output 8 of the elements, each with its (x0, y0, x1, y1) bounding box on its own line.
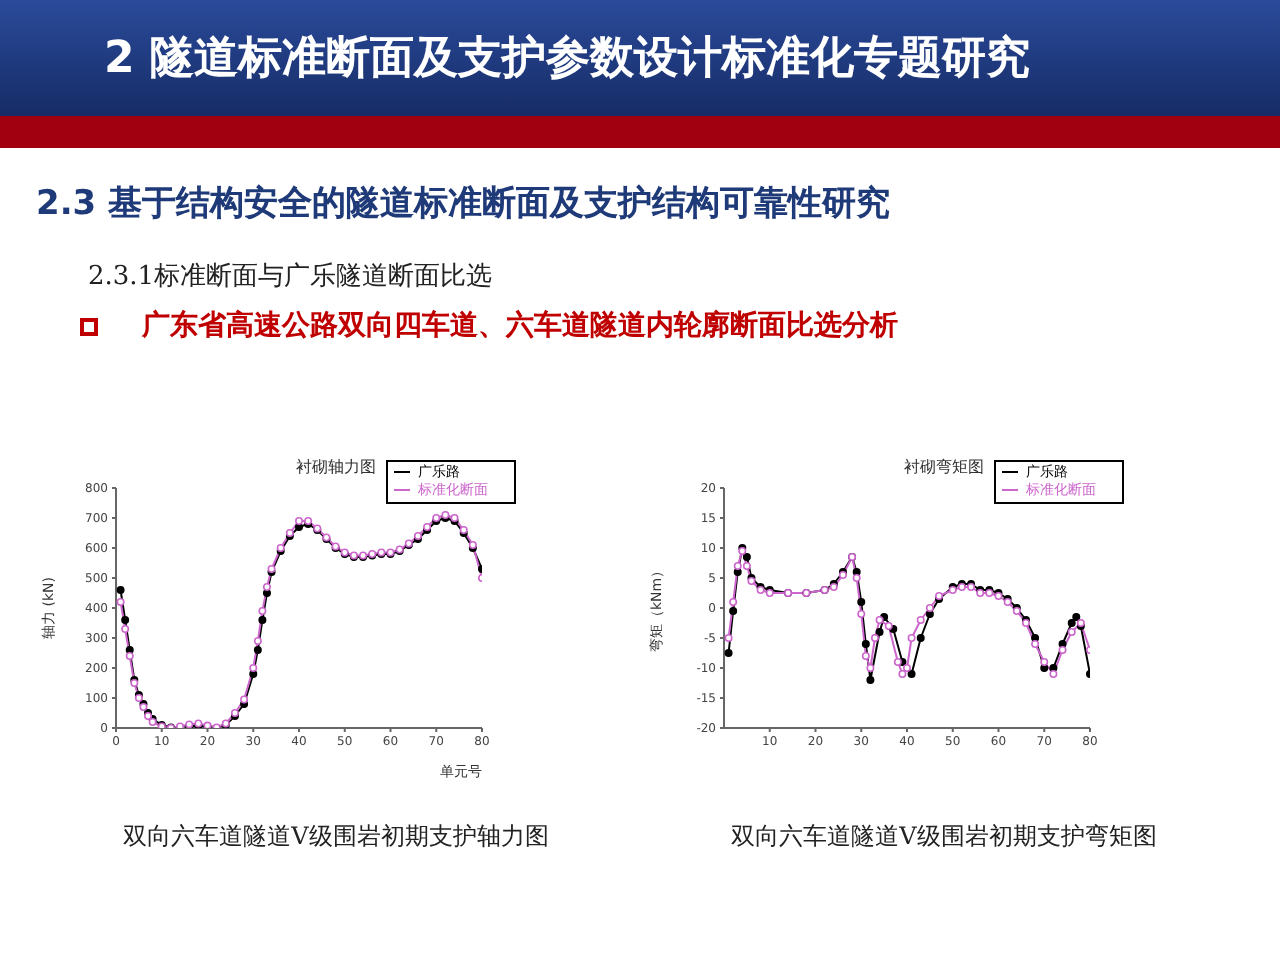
text: 双向六车道隧道V级围岩初期支护弯矩图 (729, 820, 1159, 854)
text: 广东省高速公路双向四车道、六车道隧道内轮廓断面比选分析 (142, 308, 898, 344)
chart-title: 衬砌轴力图 (296, 458, 376, 476)
text: 2 隧道标准断面及支护参数设计标准化专题研究 (0, 0, 1280, 116)
text: 2.3 基于结构安全的隧道标准断面及支护结构可靠性研究 (36, 182, 891, 226)
text: 双向六车道隧道V级围岩初期支护轴力图 (121, 820, 551, 854)
text: 2.3.1标准断面与广乐隧道断面比选 (88, 260, 493, 294)
chart-title: 衬砌弯矩图 (904, 458, 984, 476)
